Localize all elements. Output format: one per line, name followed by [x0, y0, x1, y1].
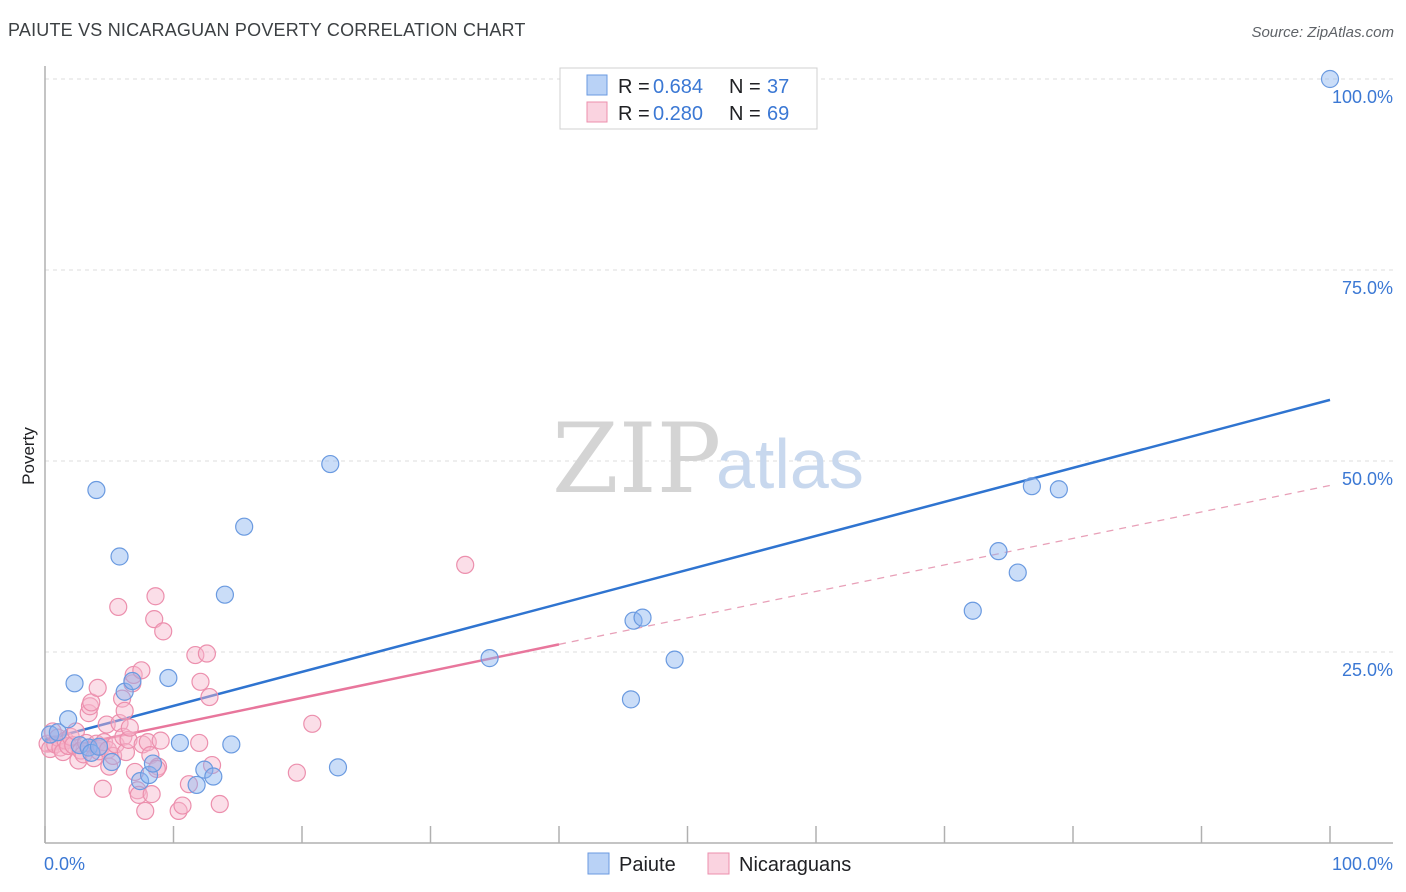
paiute-point — [235, 517, 254, 536]
data-points — [38, 69, 1340, 821]
paiute-point — [159, 668, 178, 688]
nicaraguans-point — [191, 672, 210, 691]
nicaraguans-point — [186, 645, 205, 665]
nicaraguans-point — [197, 644, 217, 663]
nicaraguans-point — [190, 733, 209, 753]
paiute-point — [59, 710, 78, 729]
bottom-legend-swatch-paiute — [587, 852, 610, 875]
nicaraguans-point — [136, 801, 155, 821]
paiute-point — [195, 760, 214, 779]
bottom-legend: Paiute Nicaraguans — [587, 852, 851, 876]
nicaraguans-point — [93, 779, 112, 798]
y-axis-label: Poverty — [19, 427, 38, 485]
paiute-point — [633, 608, 652, 627]
y-tick-label: 75.0% — [1342, 278, 1393, 298]
nicaraguans-point — [200, 687, 219, 707]
chart-source: Source: ZipAtlas.com — [1251, 24, 1394, 41]
nicaraguans-point — [115, 701, 134, 720]
axes — [44, 66, 1393, 844]
paiute-point — [65, 674, 84, 693]
paiute-point — [328, 758, 348, 777]
nicaraguans-point — [179, 775, 199, 794]
paiute-point — [170, 733, 190, 753]
bottom-legend-swatch-nicaraguans — [707, 852, 730, 875]
paiute-point — [102, 752, 121, 772]
nicaraguans-point — [79, 704, 98, 723]
legend: R = 0.684 N = 37 R = 0.280 N = 69 — [559, 67, 818, 130]
nicaraguans-point — [129, 785, 148, 804]
paiute-trend-line — [44, 398, 1331, 742]
paiute-point — [123, 671, 142, 691]
nicaraguans-point — [303, 714, 322, 733]
paiute-point — [222, 735, 241, 754]
paiute-point — [480, 649, 499, 668]
paiute-point — [1049, 480, 1068, 499]
legend-n-value-paiute: 37 — [767, 76, 789, 98]
legend-n-value-nicaraguans: 69 — [767, 103, 789, 125]
legend-swatch-nicaraguans — [586, 101, 608, 123]
legend-n-label-paiute: N = — [729, 76, 761, 98]
paiute-point — [204, 767, 223, 786]
paiute-point — [989, 542, 1008, 561]
legend-r-label-paiute: R = — [618, 76, 650, 98]
paiute-point — [110, 547, 129, 566]
paiute-point — [1022, 477, 1041, 496]
watermark-atlas: atlas — [716, 425, 864, 503]
bottom-legend-label-paiute: Paiute — [619, 854, 676, 876]
nicaraguans-point — [120, 718, 139, 737]
nicaraguans-trend-extension — [558, 484, 1331, 645]
nicaraguans-point — [88, 678, 107, 698]
paiute-point — [963, 601, 982, 620]
y-tick-label: 25.0% — [1342, 660, 1393, 680]
nicaraguans-point — [125, 762, 145, 782]
nicaraguans-point — [456, 555, 475, 575]
watermark: ZIP atlas — [552, 403, 864, 515]
nicaraguans-point — [287, 763, 306, 782]
paiute-point — [665, 650, 684, 669]
paiute-point — [87, 480, 106, 500]
legend-r-label-nicaraguans: R = — [618, 103, 650, 125]
nicaraguans-point — [145, 610, 164, 629]
nicaraguans-point — [210, 794, 229, 814]
paiute-point — [621, 690, 641, 709]
paiute-point — [130, 772, 150, 791]
legend-n-label-nicaraguans: N = — [729, 103, 761, 125]
nicaraguans-point — [114, 727, 133, 746]
paiute-point — [48, 723, 67, 742]
watermark-zip: ZIP — [552, 403, 721, 515]
nicaraguans-point — [173, 796, 192, 815]
y-tick-label: 100.0% — [1332, 87, 1393, 107]
chart-title: PAIUTE VS NICARAGUAN POVERTY CORRELATION… — [8, 20, 526, 40]
y-tick-label: 50.0% — [1342, 469, 1393, 489]
paiute-point — [1320, 69, 1340, 89]
x-tick-label: 100.0% — [1332, 854, 1393, 874]
paiute-point — [321, 454, 340, 474]
paiute-point — [89, 737, 109, 756]
nicaraguans-point — [146, 587, 165, 606]
nicaraguans-point — [151, 731, 170, 750]
nicaraguans-point — [109, 597, 128, 617]
legend-swatch-paiute — [586, 74, 608, 96]
nicaraguans-point — [142, 785, 161, 804]
tick-labels: 25.0% 50.0% 75.0% 100.0% 0.0% 100.0% — [44, 87, 1393, 874]
bottom-legend-label-nicaraguans: Nicaraguans — [739, 854, 851, 876]
paiute-point — [143, 754, 163, 773]
legend-r-value-nicaraguans: 0.280 — [653, 103, 703, 125]
nicaraguans-point — [154, 622, 173, 641]
paiute-point — [215, 585, 234, 604]
paiute-point — [139, 765, 159, 785]
gridlines — [45, 78, 1393, 653]
paiute-point — [1008, 563, 1027, 582]
legend-r-value-paiute: 0.684 — [653, 76, 703, 98]
paiute-point — [187, 775, 206, 795]
x-tick-label: 0.0% — [44, 854, 85, 874]
